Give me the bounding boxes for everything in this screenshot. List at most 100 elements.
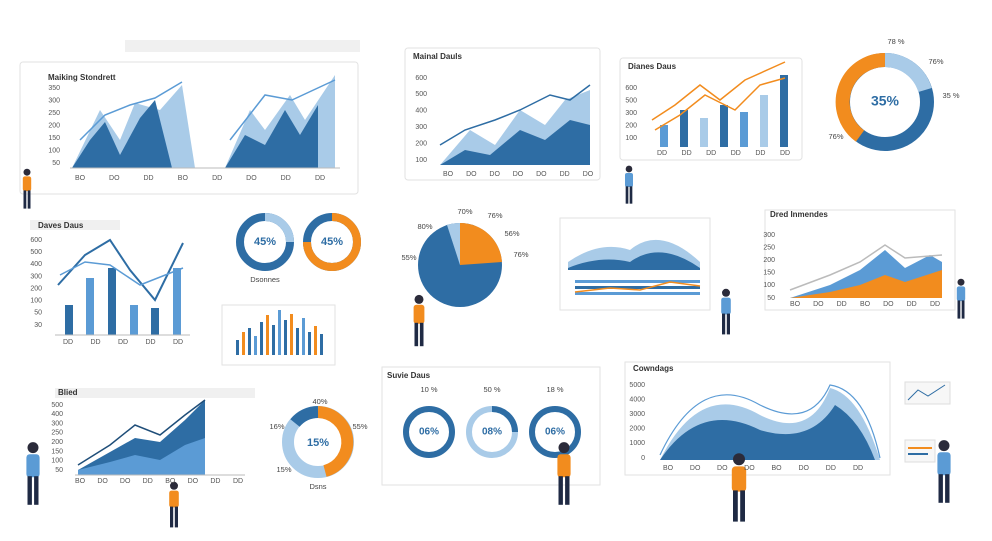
donut-center: 35% <box>871 93 900 109</box>
x-tick-label: BO <box>75 175 86 182</box>
y-tick-label: 2000 <box>629 426 645 433</box>
line <box>59 261 184 286</box>
y-tick-label: 300 <box>763 232 775 239</box>
y-tick-label: 100 <box>763 282 775 289</box>
panel-header <box>125 40 360 52</box>
y-tick-label: 30 <box>34 322 42 329</box>
line <box>439 84 591 146</box>
pie-label: 76% <box>513 250 528 259</box>
area <box>225 105 318 168</box>
x-tick-label: BO <box>75 478 86 485</box>
y-tick-label: 200 <box>415 140 427 147</box>
y-tick-label: 300 <box>51 420 63 427</box>
y-tick-label: 100 <box>51 458 63 465</box>
y-tick-label: 4000 <box>629 396 645 403</box>
x-tick-label: DO <box>717 465 728 472</box>
y-tick-label: 300 <box>48 97 60 104</box>
donut-label: 15% <box>276 465 291 474</box>
y-tick-label: 100 <box>48 147 60 154</box>
area <box>660 405 875 460</box>
x-tick-label: DD <box>143 478 153 485</box>
donut-center: 45% <box>254 236 276 248</box>
donut-label: 16% <box>269 422 284 431</box>
x-tick-label: DD <box>144 175 154 182</box>
x-tick-label: DD <box>210 478 220 485</box>
line <box>651 61 786 121</box>
x-tick-label: BO <box>178 175 189 182</box>
y-tick-label: 400 <box>51 411 63 418</box>
x-tick-label: DO <box>188 478 199 485</box>
panel-title: Dred Inmendes <box>770 210 828 219</box>
y-tick-label: 50 <box>55 467 63 474</box>
y-tick-label: 600 <box>415 75 427 82</box>
y-tick-label: 200 <box>763 257 775 264</box>
panel-header <box>30 220 120 230</box>
x-tick-label: BO <box>790 301 801 308</box>
x-tick-label: DO <box>513 171 524 178</box>
x-tick-label: BO <box>860 301 871 308</box>
panel-title: Daves Daus <box>38 221 84 230</box>
y-tick-label: 200 <box>30 285 42 292</box>
x-tick-label: DD <box>826 465 836 472</box>
x-tick-label: DO <box>744 465 755 472</box>
pie-label: 80% <box>417 222 432 231</box>
x-tick-label: DD <box>657 150 667 157</box>
donut-segment <box>884 53 932 93</box>
y-tick-label: 100 <box>625 135 637 142</box>
x-tick-label: DO <box>466 171 477 178</box>
ring-label: 50 % <box>483 385 500 394</box>
donut-segment <box>835 52 886 142</box>
y-tick-label: 200 <box>625 122 637 129</box>
panel-title: Dianes Daus <box>628 62 677 71</box>
stripes <box>575 280 700 295</box>
panel-title: Maiking Stondrett <box>48 73 116 82</box>
y-tick-label: 300 <box>625 110 637 117</box>
y-tick-label: 100 <box>415 157 427 164</box>
x-tick-label: DO <box>97 478 108 485</box>
line <box>659 384 881 459</box>
x-tick-label: DO <box>536 171 547 178</box>
y-tick-label: 600 <box>30 237 42 244</box>
y-tick-label: 100 <box>30 298 42 305</box>
y-tick-label: 300 <box>30 273 42 280</box>
x-tick-label: DO <box>489 171 500 178</box>
y-tick-label: 150 <box>51 448 63 455</box>
x-tick-label: DD <box>780 150 790 157</box>
y-tick-label: 400 <box>30 261 42 268</box>
donut-caption: Dsonnes <box>250 275 280 284</box>
y-tick-label: 50 <box>34 310 42 317</box>
x-tick-label: DD <box>755 150 765 157</box>
x-tick-label: DO <box>109 175 120 182</box>
x-tick-label: DD <box>907 301 917 308</box>
line <box>77 399 206 466</box>
line <box>79 81 183 141</box>
x-tick-label: DD <box>837 301 847 308</box>
x-tick-label: DD <box>706 150 716 157</box>
x-tick-label: BO <box>772 465 783 472</box>
area <box>78 438 205 475</box>
x-tick-label: DO <box>813 301 824 308</box>
panel-title: Mainal Dauls <box>413 52 462 61</box>
x-tick-label: DO <box>120 478 131 485</box>
y-tick-label: 50 <box>767 295 775 302</box>
x-tick-label: DO <box>246 175 257 182</box>
donut-segment <box>303 213 361 271</box>
x-tick-label: BO <box>165 478 176 485</box>
y-tick-label: 150 <box>48 135 60 142</box>
ring-center: 06% <box>419 427 439 438</box>
area <box>440 120 590 165</box>
y-tick-label: 200 <box>51 439 63 446</box>
area <box>790 270 942 298</box>
panel-header <box>55 388 255 398</box>
area <box>568 252 700 270</box>
y-tick-label: 150 <box>763 270 775 277</box>
panel <box>619 57 803 161</box>
x-tick-label: DD <box>731 150 741 157</box>
x-tick-label: DD <box>560 171 570 178</box>
donut-label: 76% <box>928 57 943 66</box>
y-tick-label: 5000 <box>629 382 645 389</box>
x-tick-label: DD <box>930 301 940 308</box>
y-tick-label: 250 <box>48 110 60 117</box>
donut-label: 35 % <box>942 91 959 100</box>
x-tick-label: DD <box>233 478 243 485</box>
